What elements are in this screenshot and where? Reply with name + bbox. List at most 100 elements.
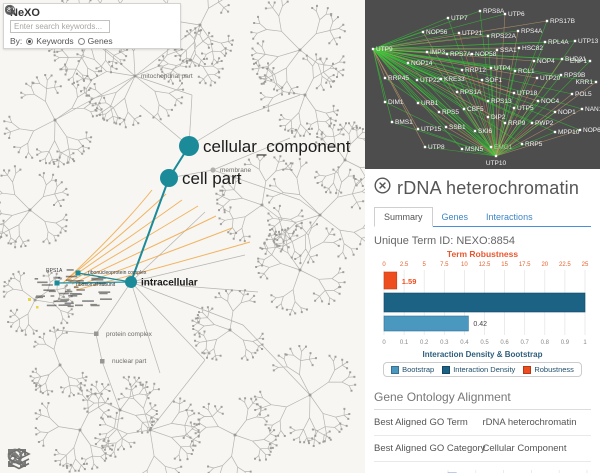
close-icon[interactable] — [374, 177, 391, 199]
svg-text:25: 25 — [582, 262, 589, 268]
zoom-out-icon[interactable] — [7, 447, 59, 469]
svg-text:0.4: 0.4 — [460, 340, 469, 346]
collapse-icon[interactable] — [8, 447, 121, 469]
svg-text:NOP14: NOP14 — [411, 60, 433, 67]
radio-genes-label: Genes — [87, 36, 113, 46]
go-category-value: Cellular Component — [482, 443, 567, 454]
svg-text:MSN5: MSN5 — [465, 146, 483, 153]
svg-text:NAN1: NAN1 — [585, 106, 600, 113]
layers-icon[interactable] — [7, 447, 194, 470]
svg-text:UTP18: UTP18 — [517, 90, 538, 97]
fit-to-screen-icon[interactable] — [8, 447, 90, 469]
search-by-label: By: — [10, 36, 23, 46]
term-title: rDNA heterochromatin — [397, 177, 580, 198]
radio-genes-circle[interactable] — [77, 37, 85, 45]
svg-text:0: 0 — [382, 262, 386, 268]
svg-text:RRP9: RRP9 — [508, 120, 526, 127]
svg-text:RRP5: RRP5 — [525, 141, 543, 148]
svg-text:KRR1: KRR1 — [576, 79, 594, 86]
svg-text:12.5: 12.5 — [479, 262, 491, 268]
radio-keywords[interactable]: Keywords — [26, 36, 74, 46]
detail-header: rDNA heterochromatin — [374, 177, 591, 199]
svg-text:RRP45: RRP45 — [388, 75, 409, 82]
svg-text:0.1: 0.1 — [400, 340, 409, 346]
svg-text:ribosomal subunit: ribosomal subunit — [76, 282, 116, 288]
svg-text:2.5: 2.5 — [400, 262, 409, 268]
chart-legend: Bootstrap Interaction Density Robustness — [374, 362, 591, 377]
svg-text:NOP6: NOP6 — [583, 127, 600, 134]
svg-text:22.5: 22.5 — [559, 262, 571, 268]
svg-text:0.7: 0.7 — [521, 340, 530, 346]
canvas-toolbar — [6, 447, 194, 470]
svg-text:RPS7A: RPS7A — [450, 51, 472, 58]
svg-text:BMS1: BMS1 — [395, 119, 413, 126]
svg-text:IMP3: IMP3 — [430, 49, 446, 56]
radio-genes[interactable]: Genes — [77, 36, 113, 46]
svg-text:intracellular: intracellular — [141, 278, 198, 289]
svg-text:RPS9B: RPS9B — [564, 72, 585, 79]
svg-text:CBF5: CBF5 — [467, 106, 484, 113]
svg-text:RPS5: RPS5 — [442, 109, 459, 116]
svg-text:20: 20 — [541, 262, 548, 268]
svg-text:EMG1: EMG1 — [494, 144, 513, 151]
svg-text:UTP21: UTP21 — [462, 30, 483, 37]
svg-text:RPS13: RPS13 — [491, 98, 512, 105]
svg-text:PWP2: PWP2 — [535, 120, 554, 127]
svg-text:17.5: 17.5 — [519, 262, 531, 268]
tab-genes[interactable]: Genes — [441, 212, 469, 222]
svg-text:BUD21: BUD21 — [565, 56, 586, 63]
app-title: NeXO — [10, 7, 40, 19]
svg-text:0.5: 0.5 — [480, 340, 489, 346]
ontology-canvas[interactable]: cellular_component cell part intracellular… — [0, 0, 365, 473]
svg-text:1.59: 1.59 — [402, 277, 417, 286]
svg-text:DIP2: DIP2 — [491, 114, 506, 121]
svg-text:KRE33: KRE33 — [444, 76, 465, 83]
svg-text:UTP15: UTP15 — [421, 126, 442, 133]
tab-summary[interactable]: Summary — [374, 207, 433, 227]
svg-text:0.42: 0.42 — [473, 321, 487, 328]
svg-text:SSB1: SSB1 — [449, 124, 466, 131]
tab-interactions[interactable]: Interactions — [486, 212, 533, 222]
refresh-icon[interactable] — [5, 4, 140, 33]
chevron-down-icon[interactable] — [5, 7, 170, 33]
svg-text:15: 15 — [501, 262, 508, 268]
svg-text:0.8: 0.8 — [541, 340, 550, 346]
svg-text:cellular_component: cellular_component — [203, 137, 351, 156]
svg-text:POL5: POL5 — [575, 91, 592, 98]
svg-text:SSA1: SSA1 — [500, 47, 517, 54]
svg-text:URB1: URB1 — [421, 100, 439, 107]
svg-text:10: 10 — [461, 262, 468, 268]
go-alignment-chart: 00.20.40.60.81Biological Process0.06Cell… — [447, 470, 588, 473]
unique-term-id: Unique Term ID: NEXO:8854 — [374, 235, 516, 247]
legend-bootstrap: Bootstrap — [391, 365, 434, 374]
go-term-key: Best Aligned GO Term — [374, 417, 468, 428]
svg-text:HSC82: HSC82 — [522, 45, 543, 52]
svg-text:MPP10: MPP10 — [558, 129, 580, 136]
svg-text:0.9: 0.9 — [561, 340, 570, 346]
svg-text:mitochondrial part: mitochondrial part — [141, 73, 193, 80]
svg-text:RRP12: RRP12 — [465, 67, 486, 74]
svg-text:UTP20: UTP20 — [540, 75, 561, 82]
svg-text:RPS22A: RPS22A — [491, 33, 517, 40]
radio-keywords-circle[interactable] — [26, 37, 34, 45]
svg-text:5: 5 — [423, 262, 427, 268]
svg-text:NOP4: NOP4 — [537, 58, 555, 65]
svg-text:protein complex: protein complex — [106, 331, 153, 338]
detail-tabs: Summary Genes Interactions — [374, 207, 591, 227]
svg-text:UTP8: UTP8 — [428, 144, 445, 151]
interaction-network-panel[interactable]: UTP9 UTP10 RPS8A UTP6 RPS17B UTP7 NOP56 UTP21 RP… — [365, 0, 600, 169]
go-term-row: Best Aligned GO Term rDNA heterochromati… — [374, 410, 591, 436]
svg-text:0.3: 0.3 — [440, 340, 449, 346]
search-icon[interactable] — [4, 4, 125, 33]
svg-text:0.2: 0.2 — [420, 340, 429, 346]
svg-text:UTP13: UTP13 — [578, 38, 599, 45]
svg-text:NOP58: NOP58 — [475, 51, 497, 58]
search-panel: NeXO ? By: Keywor — [3, 3, 181, 49]
help-icon[interactable]: ? — [4, 4, 155, 33]
svg-text:RPS1A: RPS1A — [46, 268, 63, 274]
go-category-row: Best Aligned GO Category Cellular Compon… — [374, 436, 591, 462]
search-input[interactable] — [10, 20, 110, 33]
